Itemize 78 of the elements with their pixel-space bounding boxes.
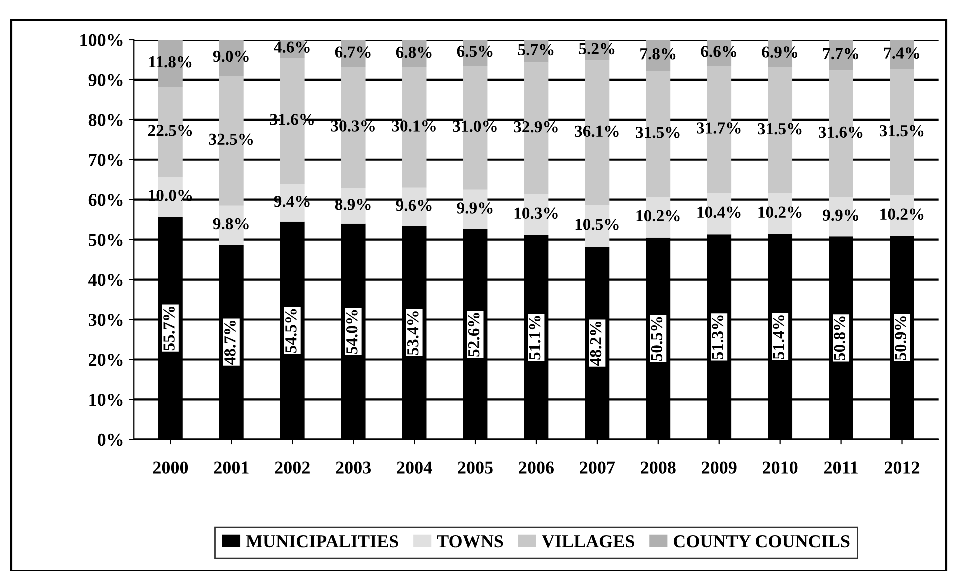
data-label: 51.4% xyxy=(773,316,785,360)
x-tick-label: 2002 xyxy=(275,462,310,474)
data-label: 31.5% xyxy=(758,123,802,135)
y-tick-label: 30% xyxy=(88,314,123,326)
data-label: 32.5% xyxy=(209,134,254,146)
data-label: 51.1% xyxy=(529,316,541,360)
data-label: 31.6% xyxy=(819,126,863,138)
data-label: 7.8% xyxy=(640,48,676,60)
data-label: 7.7% xyxy=(824,48,858,60)
data-label: 5.2% xyxy=(579,43,615,55)
x-tick-label: 2003 xyxy=(336,462,372,474)
data-label: 55.7% xyxy=(164,307,175,351)
data-label: 10.5% xyxy=(576,218,619,230)
y-tick-label: 90% xyxy=(88,74,123,86)
data-label: 50.8% xyxy=(834,316,846,360)
data-label: 9.4% xyxy=(274,196,310,208)
data-label: 9.9% xyxy=(823,210,858,222)
x-tick-label: 2006 xyxy=(519,462,554,474)
x-tick-label: 2012 xyxy=(884,462,920,474)
legend-label: VILLAGES xyxy=(542,536,634,548)
x-tick-label: 2007 xyxy=(580,462,616,474)
x-tick-label: 2010 xyxy=(763,462,798,474)
data-label: 9.6% xyxy=(396,200,432,212)
legend-label: MUNICIPALITIES xyxy=(246,536,398,548)
y-tick-label: 80% xyxy=(88,114,123,126)
x-tick-label: 2009 xyxy=(702,462,737,474)
data-label: 31.7% xyxy=(697,122,741,134)
x-tick-label: 2005 xyxy=(458,462,493,474)
data-label: 10.2% xyxy=(758,206,802,218)
data-label: 10.2% xyxy=(880,208,924,220)
data-label: 9.8% xyxy=(213,218,249,230)
data-label: 10.3% xyxy=(514,208,558,220)
data-label: 9.0% xyxy=(213,50,249,62)
data-label: 31.5% xyxy=(636,127,680,138)
data-label: 6.8% xyxy=(396,46,432,58)
data-label: 32.9% xyxy=(514,121,558,133)
data-label: 50.9% xyxy=(895,316,907,360)
data-label: 6.6% xyxy=(701,46,737,58)
data-label: 48.2% xyxy=(590,322,602,366)
data-label: 50.5% xyxy=(651,317,663,361)
data-label: 6.7% xyxy=(335,46,371,58)
y-tick-label: 60% xyxy=(88,194,123,206)
data-label: 36.1% xyxy=(575,126,619,138)
data-label: 10.4% xyxy=(698,206,741,218)
data-label: 6.5% xyxy=(457,46,493,58)
data-label: 52.6% xyxy=(468,313,480,357)
data-label: 54.5% xyxy=(286,309,297,353)
y-tick-label: 20% xyxy=(89,354,123,366)
data-label: 31.0% xyxy=(453,120,497,132)
data-label: 30.3% xyxy=(331,120,375,132)
data-label: 10.2% xyxy=(636,210,680,222)
data-label: 5.7% xyxy=(518,44,554,56)
y-tick-label: 40% xyxy=(88,274,123,286)
y-tick-label: 70% xyxy=(89,154,123,166)
data-label: 51.3% xyxy=(712,316,724,360)
data-label: 31.5% xyxy=(880,125,924,137)
data-label: 6.9% xyxy=(762,46,798,58)
legend-label: TOWNS xyxy=(437,536,504,548)
x-tick-label: 2001 xyxy=(214,462,249,474)
legend-label: COUNTY COUNCILS xyxy=(674,536,850,548)
data-label: 54.0% xyxy=(346,310,358,354)
x-tick-label: 2000 xyxy=(153,462,188,474)
data-label: 22.5% xyxy=(148,125,192,136)
x-tick-label: 2004 xyxy=(397,462,432,474)
data-label: 9.9% xyxy=(457,202,493,214)
x-tick-label: 2008 xyxy=(641,462,676,474)
data-label: 53.4% xyxy=(407,312,419,356)
data-label: 11.8% xyxy=(150,56,192,68)
y-tick-label: 50% xyxy=(89,234,123,246)
data-label: 8.9% xyxy=(335,198,371,210)
y-tick-label: 100% xyxy=(80,34,123,46)
y-tick-label: 0% xyxy=(98,434,123,446)
data-label: 30.1% xyxy=(392,120,436,132)
data-label: 4.6% xyxy=(274,42,310,54)
data-label: 7.4% xyxy=(884,48,920,60)
y-tick-label: 10% xyxy=(90,394,123,406)
x-tick-label: 2011 xyxy=(824,462,858,474)
data-label: 48.7% xyxy=(224,320,236,366)
